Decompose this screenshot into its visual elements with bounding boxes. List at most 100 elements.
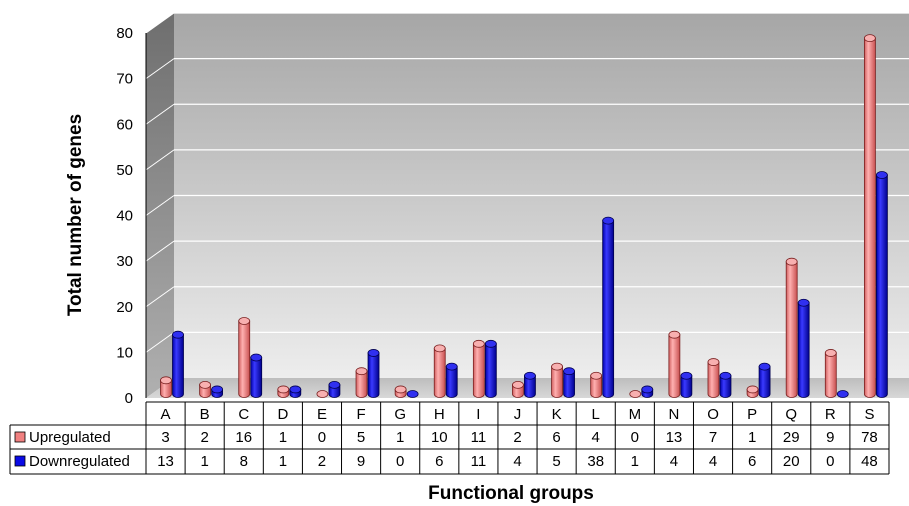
bar-down-J xyxy=(524,371,536,398)
y-tick-label: 10 xyxy=(116,344,133,361)
gridline-side xyxy=(145,195,175,216)
y-tick-label: 60 xyxy=(116,116,133,133)
table-value: 4 xyxy=(592,429,600,446)
bar-down-K xyxy=(563,367,575,398)
bar-down-D xyxy=(289,385,302,398)
bar-down-Q xyxy=(797,298,810,398)
bar-up-B xyxy=(199,380,212,398)
legend-swatch-down xyxy=(14,455,26,467)
table-value: 0 xyxy=(396,453,404,470)
y-axis-ticks: 0 10 20 30 40 50 60 70 80 xyxy=(116,25,133,407)
gridlines xyxy=(145,12,909,353)
table-value: 1 xyxy=(631,453,639,470)
table-category-E: E xyxy=(317,406,327,423)
table-value: 5 xyxy=(357,429,365,446)
table-value: 0 xyxy=(631,429,639,446)
table-category-R: R xyxy=(825,406,836,423)
table-value: 38 xyxy=(587,453,604,470)
table-value: 1 xyxy=(200,453,208,470)
legend-label-up: Upregulated xyxy=(29,429,111,446)
bar-down-M xyxy=(641,385,654,398)
table-value: 5 xyxy=(552,453,560,470)
table-value: 9 xyxy=(357,453,365,470)
bar-down-A xyxy=(172,330,184,398)
table-category-B: B xyxy=(200,406,210,423)
table-value: 1 xyxy=(279,453,287,470)
table-value: 11 xyxy=(471,453,487,470)
table-value: 4 xyxy=(670,453,678,470)
table-value: 6 xyxy=(435,453,443,470)
table-value: 2 xyxy=(318,453,326,470)
bar-up-N xyxy=(668,330,681,398)
table-value: 29 xyxy=(783,429,800,446)
y-tick-label: 80 xyxy=(116,25,133,42)
table-value: 4 xyxy=(709,453,717,470)
y-axis-label: Total number of genes xyxy=(65,114,86,316)
y-tick-label: 40 xyxy=(116,208,133,225)
bar-down-G xyxy=(406,390,419,398)
gridline-side xyxy=(145,103,175,125)
bar-down-N xyxy=(680,371,693,398)
table-value: 3 xyxy=(161,429,169,446)
table-value: 1 xyxy=(396,429,404,446)
table-category-P: P xyxy=(747,406,757,423)
bar-down-E xyxy=(328,380,341,398)
bar-up-A xyxy=(160,376,172,398)
table-category-D: D xyxy=(277,406,288,423)
table-value: 1 xyxy=(279,429,287,446)
table-category-C: C xyxy=(238,406,249,423)
table-category-O: O xyxy=(707,406,719,423)
bar-down-S xyxy=(875,171,888,398)
bar-up-F xyxy=(355,367,368,398)
gridline-side xyxy=(145,12,175,34)
bar-up-C xyxy=(238,317,251,398)
y-tick-label: 70 xyxy=(116,71,133,88)
table-category-Q: Q xyxy=(785,406,797,423)
y-tick-label: 30 xyxy=(116,253,133,270)
table-value: 4 xyxy=(513,453,521,470)
bar-down-F xyxy=(367,349,380,398)
table-category-I: I xyxy=(476,406,480,423)
table-category-K: K xyxy=(552,406,562,423)
bar-up-S xyxy=(863,34,876,398)
table-category-F: F xyxy=(356,406,365,423)
table-value: 0 xyxy=(826,453,834,470)
table-category-G: G xyxy=(394,406,406,423)
bar-up-G xyxy=(394,385,407,398)
bar-down-R xyxy=(836,390,849,398)
table-category-S: S xyxy=(864,406,874,423)
table-category-J: J xyxy=(514,406,522,423)
table-value: 48 xyxy=(861,453,878,470)
bar-down-P xyxy=(758,362,771,398)
legend-swatch-up xyxy=(14,431,26,443)
table-value: 6 xyxy=(748,453,756,470)
bar-up-J xyxy=(512,380,524,398)
table-value: 8 xyxy=(240,453,248,470)
table-category-A: A xyxy=(161,406,171,423)
y-tick-label: 20 xyxy=(116,299,133,316)
bar-up-H xyxy=(433,344,446,398)
table-category-N: N xyxy=(668,406,679,423)
bar-up-I xyxy=(472,339,485,398)
bar-down-B xyxy=(211,385,224,398)
table-category-L: L xyxy=(592,406,600,423)
bar-up-D xyxy=(277,385,290,398)
bar-up-E xyxy=(316,390,329,398)
bar-up-Q xyxy=(785,257,798,398)
gridline-side xyxy=(145,240,175,262)
gridline-side xyxy=(145,286,175,308)
table-value: 6 xyxy=(552,429,560,446)
bar-up-R xyxy=(824,349,837,398)
table-category-H: H xyxy=(434,406,445,423)
table-category-M: M xyxy=(629,406,642,423)
table-value: 78 xyxy=(861,429,878,446)
gridline-side xyxy=(145,58,175,80)
table-value: 2 xyxy=(200,429,208,446)
bar-down-I xyxy=(484,339,497,398)
bar-down-L xyxy=(602,216,615,398)
bar-down-O xyxy=(719,371,732,398)
bar-up-P xyxy=(746,385,759,398)
legend-label-down: Downregulated xyxy=(29,453,130,470)
